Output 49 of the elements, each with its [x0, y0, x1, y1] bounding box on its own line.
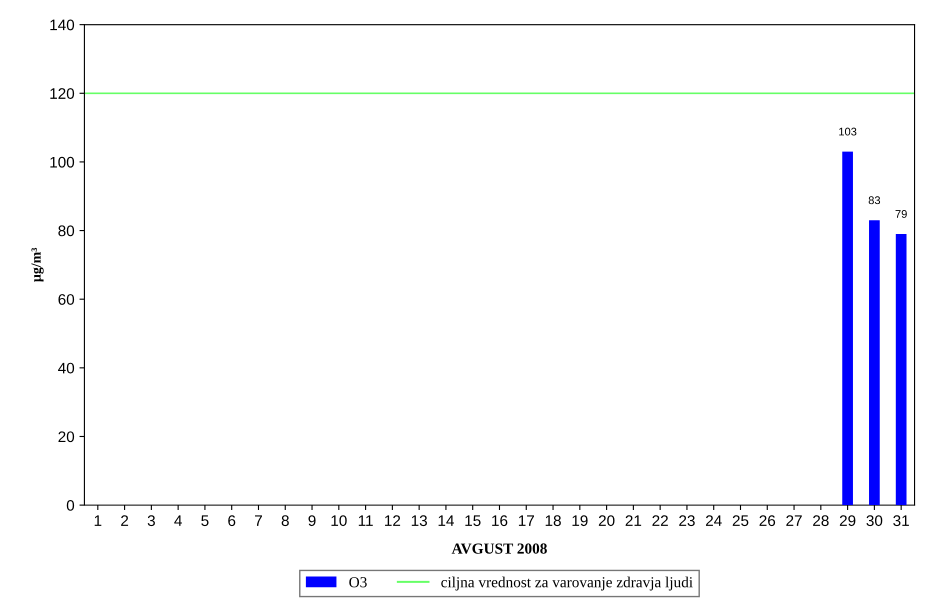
y-axis-title: µg/m³: [31, 248, 44, 282]
x-tick-label: 24: [706, 515, 722, 526]
x-tick-label: 29: [840, 515, 856, 526]
y-tick-label: 80: [58, 225, 74, 236]
x-tick-label: 10: [331, 515, 347, 526]
x-tick-label: 28: [813, 515, 829, 526]
x-tick-label: 5: [201, 515, 209, 526]
x-tick-label: 2: [121, 515, 128, 526]
x-tick-label: 16: [492, 515, 508, 526]
x-tick-label: 20: [598, 515, 614, 526]
x-tick-label: 8: [282, 515, 289, 526]
x-axis-title: AVGUST 2008: [452, 543, 547, 554]
legend-label: O3: [349, 577, 367, 588]
x-tick-label: 13: [412, 515, 427, 526]
bar: [896, 234, 907, 506]
x-tick-label: 6: [228, 515, 236, 526]
y-tick-label: 20: [58, 431, 74, 442]
x-tick-label: 7: [255, 515, 262, 526]
x-tick-label: 21: [626, 515, 642, 526]
x-tick-label: 25: [732, 515, 748, 526]
x-tick-label: 22: [652, 515, 668, 526]
x-tick-label: 26: [760, 515, 776, 526]
x-tick-label: 12: [385, 515, 400, 526]
x-tick-label: 3: [148, 515, 155, 526]
bar: [869, 220, 880, 506]
x-tick-label: 31: [893, 515, 909, 526]
x-tick-label: 9: [308, 515, 316, 526]
x-tick-label: 27: [786, 515, 802, 526]
x-tick-label: 14: [438, 515, 454, 526]
bar: [842, 152, 853, 506]
y-tick-label: 40: [58, 362, 74, 374]
x-tick-label: 1: [94, 515, 102, 526]
y-tick-label: 0: [66, 500, 74, 511]
x-tick-label: 4: [174, 515, 182, 526]
x-tick-label: 19: [572, 515, 588, 526]
y-tick-label: 140: [50, 20, 74, 30]
y-tick-label: 100: [50, 156, 74, 168]
x-tick-label: 11: [358, 515, 373, 526]
y-tick-label: 60: [58, 294, 74, 305]
data-label: 83: [868, 196, 880, 204]
data-label: 103: [839, 128, 856, 136]
x-tick-label: 18: [546, 515, 561, 526]
y-tick-label: 120: [50, 88, 74, 99]
legend-label: ciljna vrednost za varovanje zdravja ljudi: [441, 576, 693, 590]
x-tick-label: 17: [518, 515, 534, 526]
x-tick-label: 23: [679, 515, 695, 526]
data-label: 79: [896, 210, 907, 218]
x-tick-label: 15: [465, 515, 481, 526]
x-tick-label: 30: [866, 515, 882, 526]
